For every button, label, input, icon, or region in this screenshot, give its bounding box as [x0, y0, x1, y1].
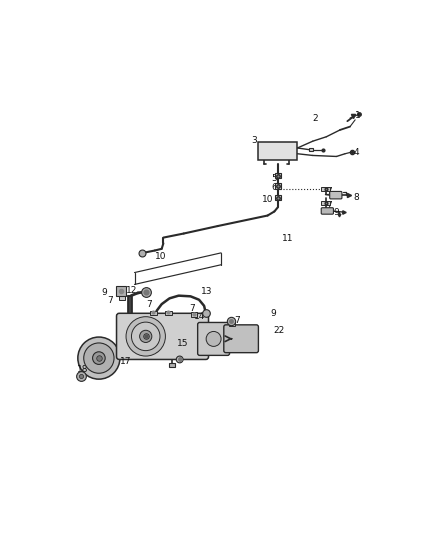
Text: 9: 9 [333, 208, 339, 217]
Text: 10: 10 [155, 252, 166, 261]
Circle shape [126, 317, 166, 356]
FancyBboxPatch shape [119, 296, 125, 300]
Circle shape [140, 330, 152, 343]
Text: 10: 10 [262, 195, 273, 204]
Text: 3: 3 [251, 136, 257, 146]
Text: 14: 14 [194, 311, 205, 320]
Text: 16: 16 [148, 346, 159, 355]
Text: 9: 9 [270, 309, 276, 318]
Circle shape [78, 337, 120, 379]
Text: 5: 5 [271, 174, 277, 183]
Text: 7: 7 [107, 296, 113, 305]
FancyBboxPatch shape [165, 311, 172, 316]
FancyBboxPatch shape [224, 325, 258, 353]
FancyBboxPatch shape [275, 183, 281, 189]
FancyBboxPatch shape [191, 312, 197, 317]
Text: 2: 2 [313, 114, 318, 123]
FancyBboxPatch shape [117, 313, 208, 359]
Circle shape [176, 356, 183, 363]
Circle shape [84, 343, 114, 373]
Text: 1: 1 [355, 110, 361, 119]
Text: 6: 6 [271, 182, 277, 191]
FancyBboxPatch shape [330, 191, 342, 199]
FancyBboxPatch shape [169, 362, 175, 367]
Text: 9: 9 [102, 288, 107, 297]
Text: 7: 7 [326, 187, 332, 196]
Text: 13: 13 [201, 287, 212, 296]
FancyBboxPatch shape [275, 173, 281, 179]
FancyBboxPatch shape [321, 208, 333, 214]
FancyBboxPatch shape [150, 311, 157, 316]
FancyBboxPatch shape [321, 201, 330, 205]
Text: 7: 7 [189, 304, 194, 313]
Text: 7: 7 [235, 316, 240, 325]
Bar [309, 148, 314, 151]
Circle shape [92, 352, 105, 365]
FancyBboxPatch shape [258, 142, 297, 160]
FancyBboxPatch shape [321, 187, 330, 191]
FancyBboxPatch shape [198, 322, 230, 356]
Text: 15: 15 [177, 338, 188, 348]
Text: 7: 7 [326, 201, 332, 210]
Text: 8: 8 [353, 193, 359, 201]
Text: 12: 12 [126, 286, 138, 295]
Text: 4: 4 [353, 148, 359, 157]
Text: 11: 11 [282, 234, 294, 243]
Text: 17: 17 [120, 357, 131, 366]
Text: 7: 7 [146, 300, 152, 309]
FancyBboxPatch shape [229, 322, 235, 326]
Circle shape [131, 322, 160, 351]
FancyBboxPatch shape [275, 195, 281, 200]
Text: 18: 18 [77, 365, 88, 374]
Circle shape [206, 332, 221, 346]
Text: 22: 22 [274, 326, 285, 335]
